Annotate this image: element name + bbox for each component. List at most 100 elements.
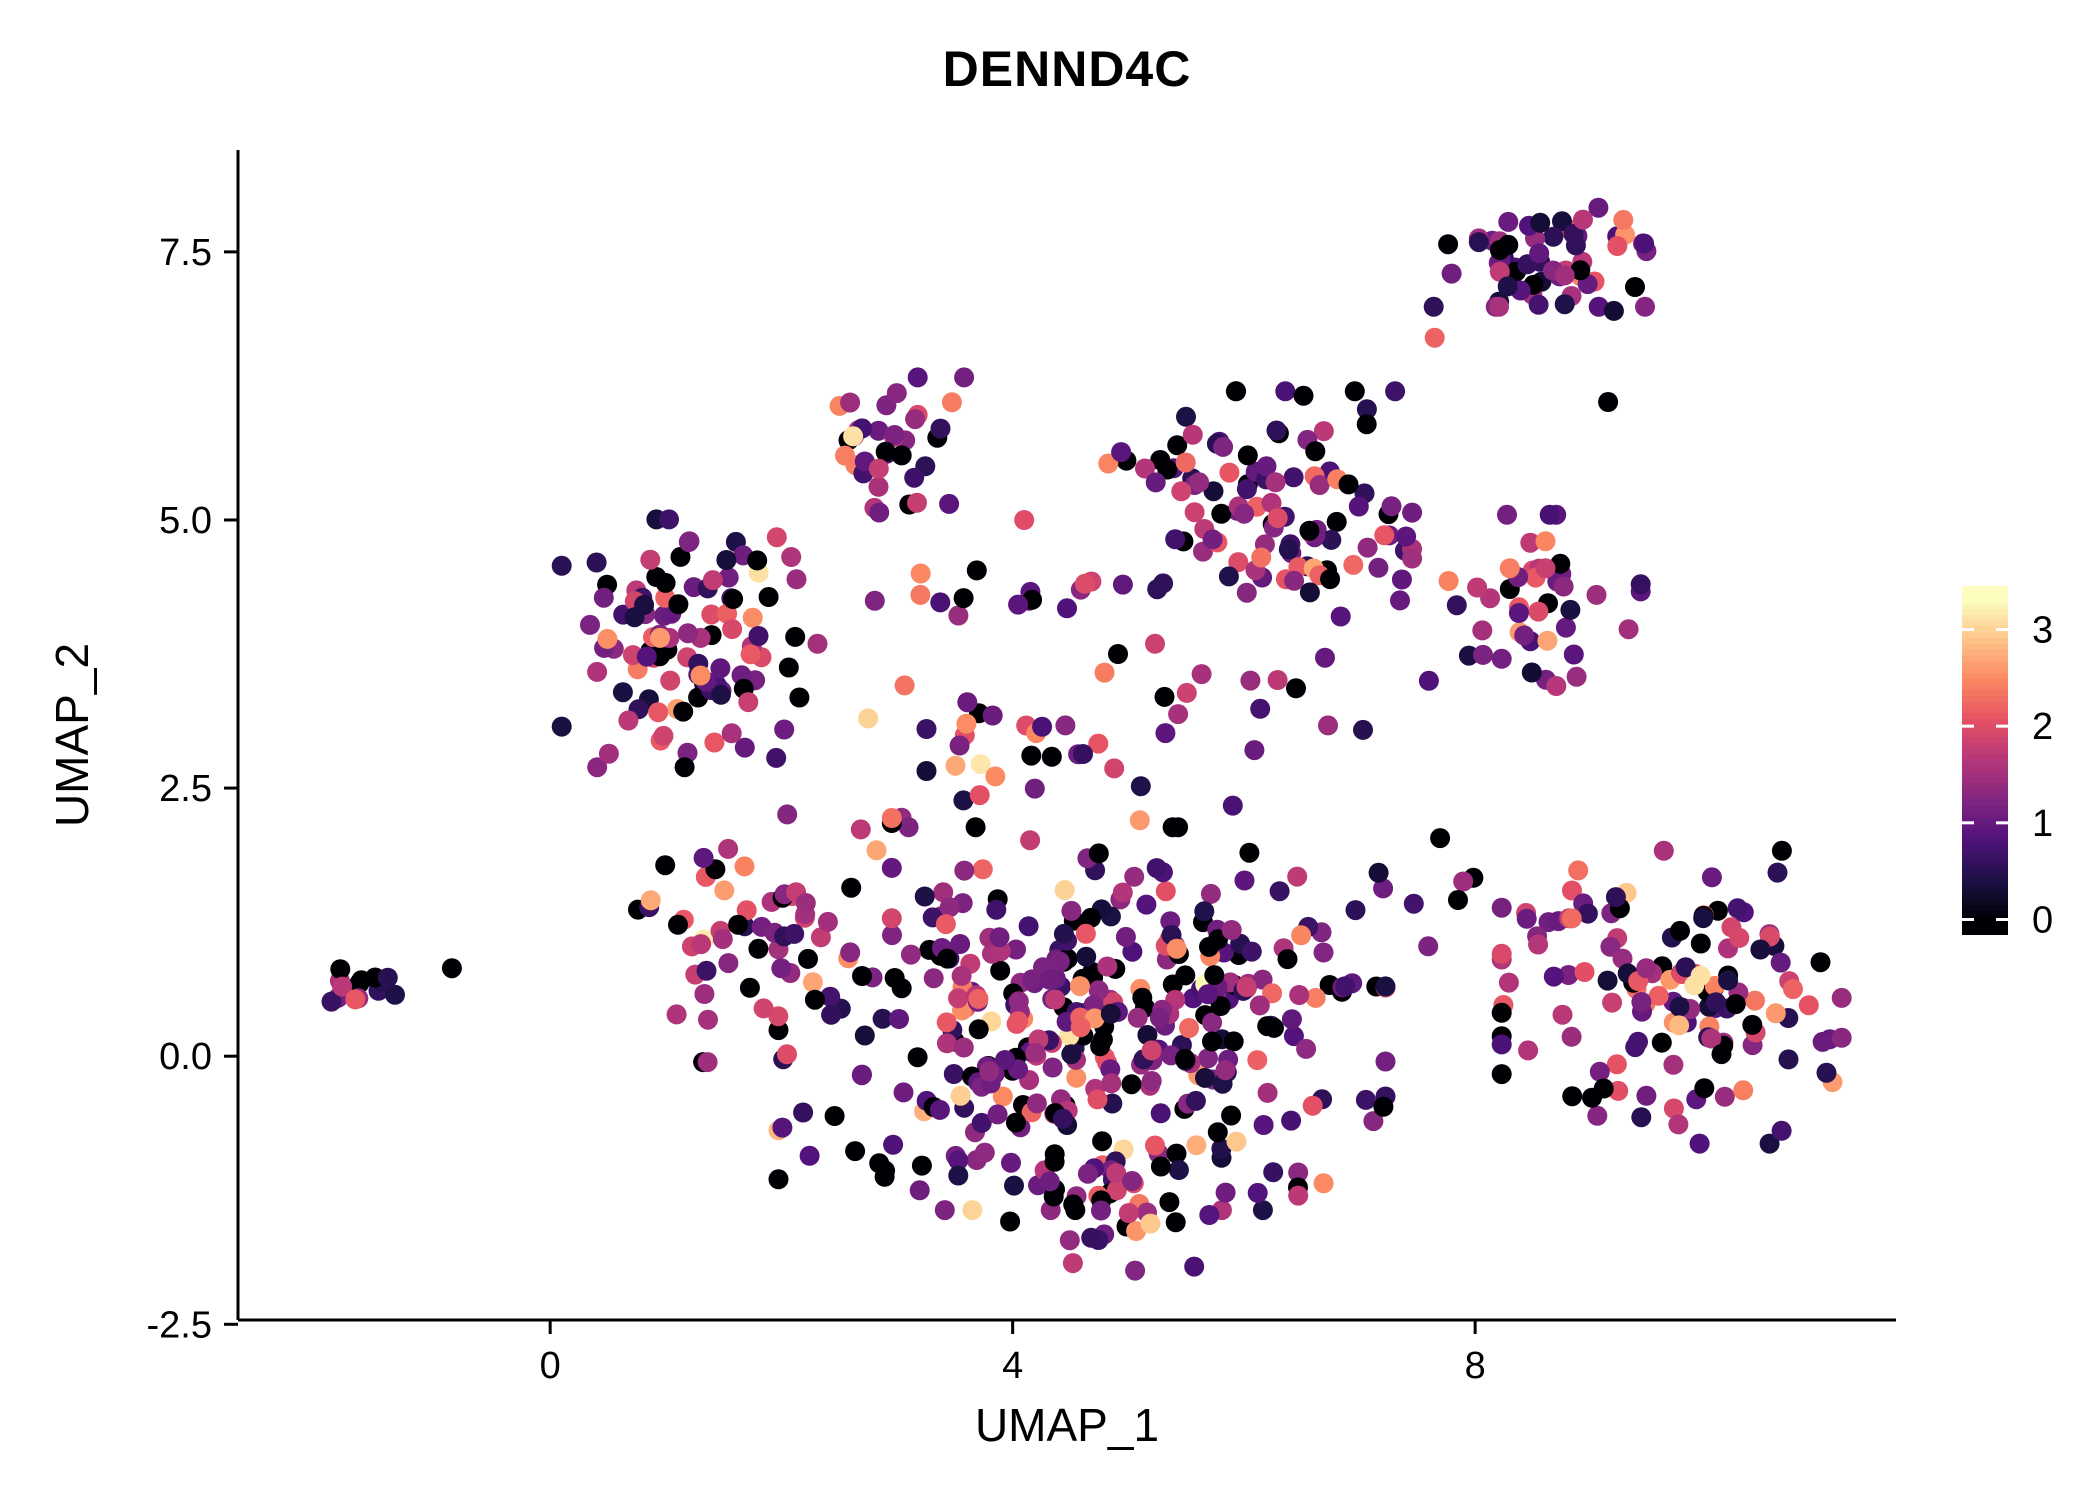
data-point: [1236, 977, 1257, 997]
data-point: [1631, 1107, 1652, 1128]
data-point: [1467, 577, 1488, 598]
data-point: [1175, 1048, 1195, 1069]
data-point: [1198, 1048, 1218, 1069]
data-point: [1606, 1054, 1627, 1075]
data-point: [1368, 862, 1389, 883]
data-point: [1566, 666, 1587, 687]
data-point: [1498, 972, 1519, 993]
data-point: [648, 702, 669, 723]
data-point: [992, 1086, 1013, 1107]
data-point: [845, 1141, 866, 1162]
colorbar-segment: [1962, 870, 2008, 877]
data-point: [1283, 467, 1304, 488]
data-point: [986, 899, 1007, 920]
data-point: [1145, 633, 1165, 654]
data-point: [655, 855, 676, 876]
colorbar-segment: [1962, 876, 2008, 883]
colorbar-segment: [1962, 841, 2008, 848]
data-point: [693, 847, 714, 868]
data-point: [1516, 908, 1537, 929]
data-point: [1241, 941, 1262, 962]
data-point: [933, 882, 954, 903]
data-point: [916, 761, 937, 781]
data-point: [634, 595, 655, 615]
data-point: [1305, 441, 1326, 462]
colorbar-segment: [1962, 644, 2008, 651]
data-point: [1008, 991, 1029, 1012]
data-point: [778, 657, 799, 678]
data-point: [795, 893, 816, 913]
data-point: [1088, 980, 1109, 1001]
data-point: [1049, 951, 1070, 972]
data-point: [1111, 442, 1132, 463]
data-point: [1059, 1230, 1080, 1251]
colorbar-segment: [1962, 609, 2008, 616]
data-point: [1831, 1027, 1852, 1048]
data-point: [943, 1064, 964, 1084]
data-point: [1104, 758, 1125, 779]
data-point: [768, 1169, 789, 1190]
data-point: [1150, 1156, 1171, 1177]
data-point: [1613, 209, 1634, 230]
data-point: [1149, 1007, 1170, 1028]
data-point: [1518, 1040, 1539, 1061]
data-point: [1171, 481, 1192, 502]
data-point: [1094, 662, 1115, 683]
data-point: [969, 785, 990, 806]
data-point: [1101, 1073, 1122, 1094]
colorbar-segment: [1962, 899, 2008, 906]
data-point: [1076, 946, 1097, 967]
colorbar-segment: [1962, 928, 2008, 935]
data-point: [1718, 970, 1739, 991]
data-point: [1125, 1260, 1146, 1281]
data-point: [1558, 965, 1579, 985]
data-point: [1299, 582, 1320, 603]
data-point: [1714, 1086, 1735, 1107]
data-point: [934, 1200, 955, 1221]
data-point: [1121, 1074, 1142, 1095]
data-point: [698, 1009, 718, 1030]
data-point: [1278, 539, 1299, 560]
y-tick-label: -2.5: [147, 1304, 212, 1346]
data-point: [968, 988, 989, 1009]
data-point: [1175, 965, 1196, 986]
data-point: [894, 675, 915, 696]
highlight-point: [1603, 300, 1624, 321]
data-point: [881, 908, 902, 929]
data-point: [1514, 625, 1535, 646]
data-point: [1560, 599, 1581, 620]
data-point: [866, 840, 887, 861]
data-point: [597, 628, 618, 649]
data-point: [1021, 745, 1042, 766]
data-point: [884, 968, 905, 988]
x-tick-label: 4: [1002, 1345, 1023, 1387]
data-point: [854, 1025, 875, 1046]
data-point: [1375, 976, 1396, 997]
colorbar-segment: [1962, 586, 2008, 593]
data-point: [985, 766, 1006, 787]
colorbar-segment: [1962, 835, 2008, 843]
data-point: [1321, 529, 1342, 550]
data-point: [1529, 243, 1550, 264]
data-point: [1345, 900, 1366, 921]
highlight-point: [1598, 392, 1619, 412]
data-point: [1313, 1173, 1334, 1194]
data-point: [1005, 1112, 1026, 1133]
data-point: [1200, 883, 1221, 904]
data-point: [774, 719, 795, 740]
data-point: [1555, 617, 1576, 638]
data-point: [1668, 1114, 1689, 1135]
data-point: [1552, 211, 1572, 232]
data-point: [1508, 603, 1529, 623]
data-point: [1491, 943, 1512, 964]
data-point: [1653, 840, 1674, 861]
colorbar-tick-label: 3: [2032, 610, 2053, 652]
data-point: [1155, 723, 1176, 744]
colorbar-segment: [1962, 905, 2008, 912]
data-point: [771, 958, 792, 979]
data-point: [1491, 648, 1512, 669]
data-point: [1767, 862, 1788, 883]
colorbar-segment: [1962, 771, 2008, 779]
data-point: [640, 549, 661, 570]
